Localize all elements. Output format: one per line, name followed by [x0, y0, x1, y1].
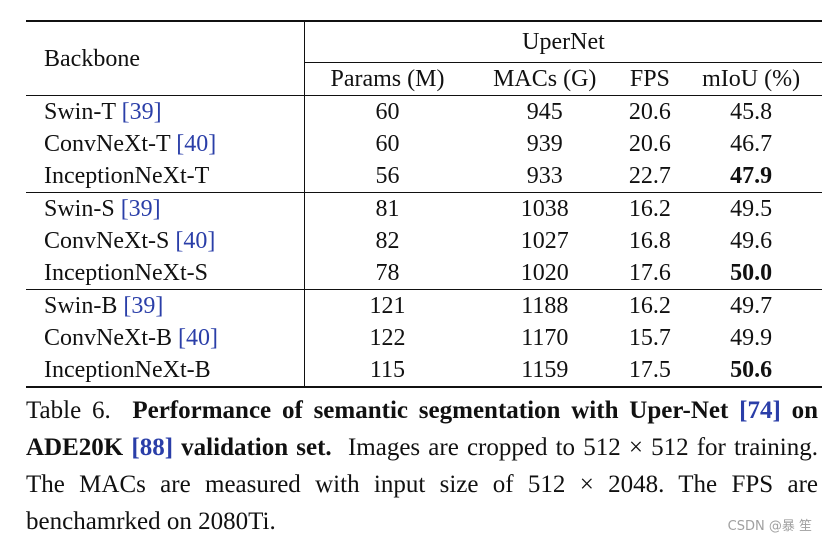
backbone-cell: ConvNeXt-B [40]: [26, 322, 305, 354]
params-cell: 121: [304, 289, 471, 322]
macs-cell: 939: [526, 131, 563, 157]
params-cell: 60: [375, 131, 400, 157]
backbone-cell: ConvNeXt-S [40]: [26, 225, 305, 257]
miou-cell: 49.6: [730, 228, 773, 254]
backbone-cell: InceptionNeXt-B: [26, 354, 305, 388]
fps-cell: 17.6: [628, 260, 671, 286]
backbone-name: Swin-T: [44, 99, 116, 125]
upernet-header: UperNet: [304, 20, 822, 63]
macs-cell: 1027: [520, 228, 569, 254]
fps-cell: 15.7: [628, 325, 671, 351]
citation-link[interactable]: [40]: [175, 228, 216, 254]
backbone-name: ConvNeXt-B: [44, 325, 172, 351]
macs-cell: 1038: [470, 192, 620, 225]
table-body: Swin-T [39] 60 945 20.6 45.8 ConvNeXt-T [40] 6…: [26, 95, 822, 388]
params-cell: 122: [369, 325, 406, 351]
backbone-name: InceptionNeXt-S: [44, 260, 208, 286]
miou-cell: 46.7: [730, 131, 773, 157]
caption-bold-1: Performance of semantic segmentation wit…: [132, 397, 729, 424]
miou-cell: 50.0: [730, 260, 773, 286]
table-row: Swin-B [39] 121 1188 16.2 49.7: [26, 289, 822, 322]
backbone-cell: Swin-T [39]: [26, 95, 305, 128]
params-cell: 56: [375, 163, 400, 189]
miou-cell: 47.9: [730, 163, 773, 189]
table-row: Swin-T [39] 60 945 20.6 45.8: [26, 95, 822, 128]
table-row: InceptionNeXt-S 78 1020 17.6 50.0: [26, 257, 822, 290]
citation-link[interactable]: [39]: [123, 293, 164, 319]
backbone-cell: ConvNeXt-T [40]: [26, 128, 305, 160]
fps-cell: 16.2: [619, 192, 681, 225]
macs-cell: 1020: [520, 260, 569, 286]
miou-cell: 45.8: [680, 95, 822, 128]
fps-cell: 20.6: [619, 95, 681, 128]
backbone-cell: InceptionNeXt-T: [26, 160, 305, 193]
table-row: ConvNeXt-B [40] 122 1170 15.7 49.9: [26, 322, 822, 354]
table-container: Backbone UperNet Params (M) MACs (G) FPS…: [26, 20, 822, 388]
caption-label: Table 6.: [26, 397, 111, 424]
macs-cell: 933: [526, 163, 563, 189]
params-cell: 81: [304, 192, 471, 225]
caption-text: Images are cropped to 512 × 512 for trai…: [26, 434, 819, 535]
table-row: Swin-S [39] 81 1038 16.2 49.5: [26, 192, 822, 225]
macs-cell: 1159: [470, 354, 620, 388]
miou-cell: 50.6: [680, 354, 822, 388]
backbone-header: Backbone: [26, 20, 305, 96]
results-table: Backbone UperNet Params (M) MACs (G) FPS…: [26, 20, 822, 388]
table-caption: Table 6. Performance of semantic segment…: [26, 392, 818, 540]
miou-cell: 49.9: [730, 325, 773, 351]
caption-bold-2: on ADE20K: [26, 397, 818, 461]
params-header: Params (M): [330, 66, 445, 92]
fps-cell: 16.2: [619, 289, 681, 322]
macs-header: MACs (G): [493, 66, 597, 92]
watermark: CSDN @暴 笙: [727, 519, 812, 534]
fps-header: FPS: [629, 66, 670, 92]
fps-cell: 20.6: [628, 131, 671, 157]
macs-cell: 945: [470, 95, 620, 128]
citation-link[interactable]: [40]: [178, 325, 218, 351]
backbone-name: ConvNeXt-T: [44, 131, 171, 157]
table-row: InceptionNeXt-T 56 933 22.7 47.9: [26, 160, 822, 193]
backbone-cell: InceptionNeXt-S: [26, 257, 305, 290]
params-cell: 115: [304, 354, 471, 388]
params-cell: 82: [375, 228, 400, 254]
backbone-name: ConvNeXt-S: [44, 228, 170, 254]
fps-cell: 17.5: [619, 354, 681, 388]
fps-cell: 22.7: [628, 163, 671, 189]
backbone-name: Swin-B: [44, 293, 118, 319]
macs-cell: 1170: [521, 325, 569, 351]
params-cell: 78: [375, 260, 400, 286]
citation-link[interactable]: [39]: [121, 99, 162, 125]
table-row: InceptionNeXt-B 115 1159 17.5 50.6: [26, 354, 822, 388]
macs-cell: 1188: [470, 289, 620, 322]
miou-cell: 49.5: [680, 192, 822, 225]
backbone-name: InceptionNeXt-B: [44, 357, 211, 383]
backbone-name: InceptionNeXt-T: [44, 163, 210, 189]
miou-header: mIoU (%): [702, 66, 801, 92]
params-cell: 60: [304, 95, 471, 128]
backbone-cell: Swin-S [39]: [26, 192, 305, 225]
caption-cite-74[interactable]: [74]: [739, 397, 781, 424]
citation-link[interactable]: [39]: [120, 196, 161, 222]
table-row: ConvNeXt-T [40] 60 939 20.6 46.7: [26, 128, 822, 160]
caption-bold-3: validation set.: [181, 434, 332, 461]
citation-link[interactable]: [40]: [176, 131, 217, 157]
miou-cell: 49.7: [680, 289, 822, 322]
backbone-name: Swin-S: [44, 196, 115, 222]
caption-cite-88[interactable]: [88]: [131, 434, 174, 461]
backbone-cell: Swin-B [39]: [26, 289, 305, 322]
table-row: ConvNeXt-S [40] 82 1027 16.8 49.6: [26, 225, 822, 257]
fps-cell: 16.8: [628, 228, 671, 254]
